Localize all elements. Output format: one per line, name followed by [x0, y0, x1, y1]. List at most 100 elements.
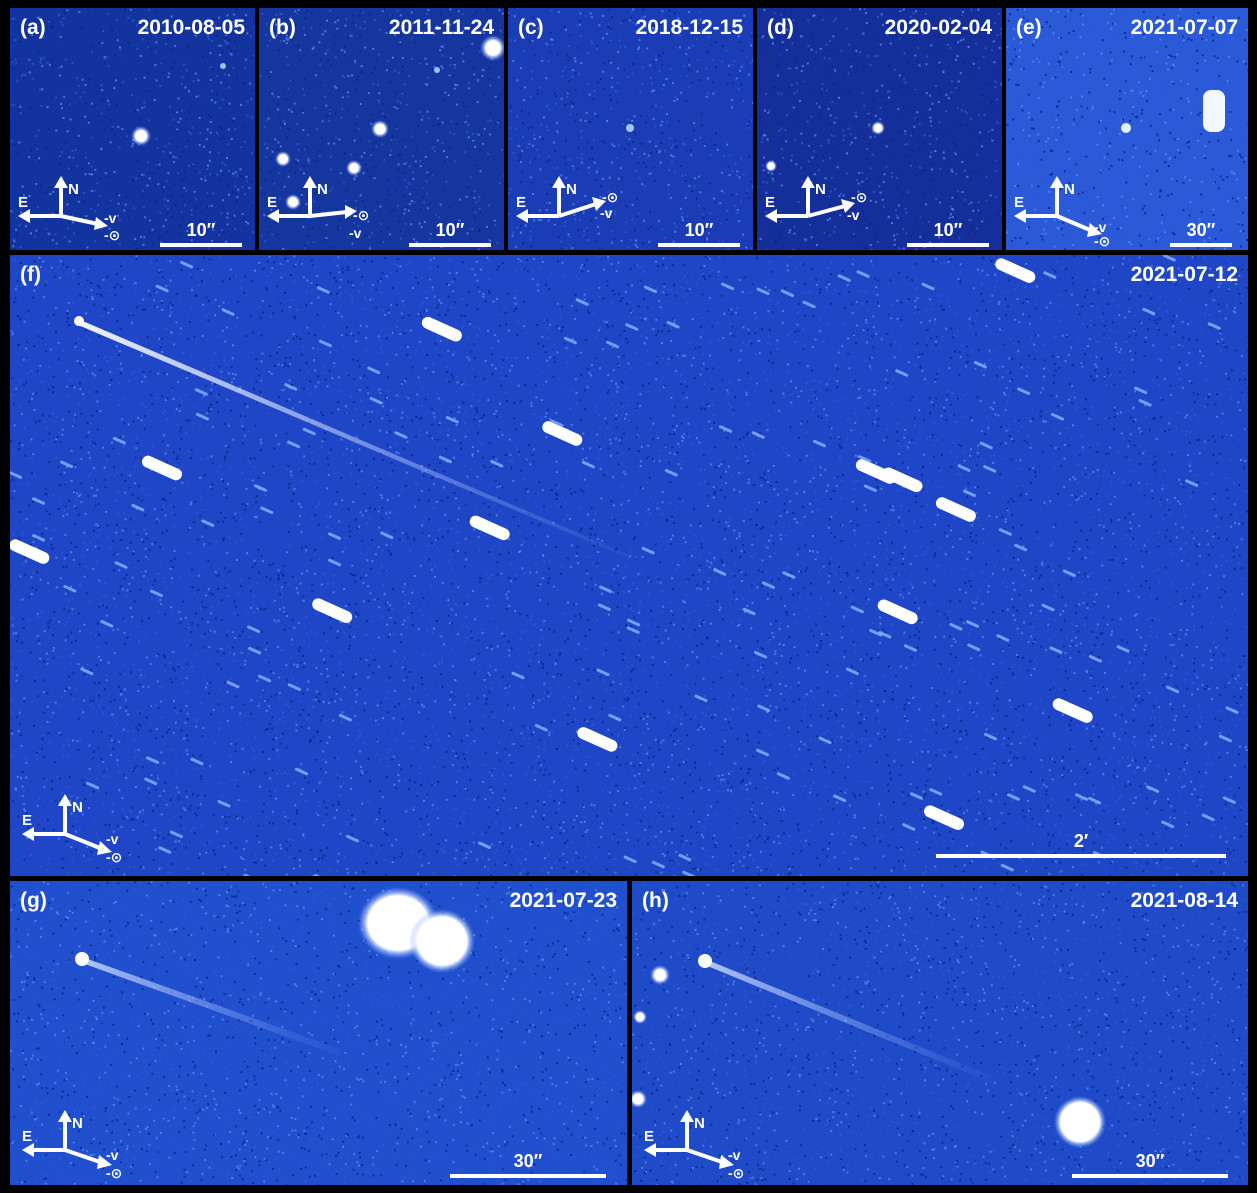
noise-speck — [721, 60, 724, 63]
noise-speck — [418, 336, 421, 339]
noise-speck — [1167, 165, 1170, 167]
noise-speck — [87, 121, 90, 124]
noise-speck — [907, 468, 910, 471]
noise-speck — [1053, 374, 1056, 377]
noise-speck — [78, 10, 81, 13]
noise-speck — [807, 19, 810, 22]
noise-speck — [473, 73, 476, 76]
noise-speck — [474, 211, 477, 214]
noise-speck — [1044, 562, 1047, 565]
noise-speck — [401, 56, 404, 59]
noise-speck — [651, 105, 653, 108]
noise-speck — [538, 24, 541, 27]
noise-speck — [859, 290, 862, 292]
noise-speck — [619, 45, 622, 48]
noise-speck — [762, 35, 765, 38]
noise-speck — [933, 33, 936, 36]
noise-speck — [1032, 577, 1034, 580]
noise-speck — [832, 35, 835, 38]
noise-speck — [563, 695, 566, 698]
noise-speck — [335, 280, 338, 283]
noise-speck — [294, 24, 297, 27]
noise-speck — [263, 214, 266, 217]
noise-speck — [762, 180, 765, 183]
noise-speck — [625, 813, 628, 816]
noise-speck — [455, 225, 458, 228]
noise-speck — [389, 154, 392, 156]
noise-speck — [683, 143, 686, 146]
noise-speck — [170, 194, 173, 197]
noise-speck — [170, 606, 173, 609]
noise-speck — [65, 688, 68, 691]
noise-speck — [262, 267, 265, 270]
noise-speck — [698, 79, 701, 82]
noise-speck — [606, 216, 609, 218]
noise-speck — [810, 236, 813, 239]
noise-speck — [1218, 82, 1221, 85]
noise-speck — [848, 92, 851, 94]
noise-speck — [1080, 39, 1083, 42]
noise-speck — [548, 734, 551, 737]
noise-speck — [465, 105, 468, 108]
noise-speck — [111, 127, 113, 130]
noise-speck — [188, 131, 191, 134]
noise-speck — [617, 841, 620, 844]
noise-speck — [990, 455, 992, 458]
noise-speck — [281, 24, 284, 26]
noise-speck — [121, 797, 124, 800]
noise-speck — [1106, 83, 1109, 86]
noise-speck — [1017, 49, 1020, 52]
noise-speck — [274, 138, 277, 141]
noise-speck — [677, 17, 680, 20]
noise-speck — [96, 182, 99, 185]
noise-speck — [1039, 82, 1042, 85]
noise-speck — [489, 239, 492, 242]
noise-speck — [456, 825, 458, 827]
noise-speck — [1177, 149, 1180, 151]
noise-speck — [461, 13, 464, 16]
noise-speck — [190, 209, 193, 212]
noise-speck — [1198, 220, 1201, 223]
noise-speck — [1232, 172, 1235, 175]
noise-speck — [1013, 48, 1016, 51]
noise-speck — [1048, 207, 1051, 210]
noise-speck — [404, 208, 407, 211]
noise-speck — [1165, 62, 1168, 65]
noise-speck — [1223, 135, 1226, 138]
noise-speck — [471, 42, 474, 45]
noise-speck — [289, 169, 292, 172]
noise-speck — [389, 211, 391, 214]
noise-speck — [854, 533, 857, 536]
noise-speck — [907, 108, 910, 111]
noise-speck — [624, 18, 627, 21]
noise-speck — [93, 189, 96, 192]
noise-speck — [400, 237, 402, 240]
noise-speck — [680, 165, 683, 168]
noise-speck — [1237, 197, 1240, 200]
noise-speck — [235, 846, 238, 849]
noise-speck — [526, 356, 529, 359]
noise-speck — [781, 310, 784, 313]
noise-speck — [1045, 140, 1048, 143]
noise-speck — [336, 27, 339, 30]
noise-speck — [486, 674, 489, 677]
noise-speck — [968, 219, 971, 222]
noise-speck — [642, 298, 645, 301]
noise-speck — [635, 239, 637, 242]
panel-label: (d) — [767, 16, 794, 39]
noise-speck — [392, 755, 395, 758]
noise-speck — [23, 858, 26, 861]
noise-speck — [994, 86, 997, 89]
noise-speck — [600, 78, 603, 80]
noise-speck — [144, 570, 147, 573]
noise-speck — [272, 748, 275, 751]
noise-speck — [386, 376, 389, 379]
noise-speck — [735, 193, 738, 195]
noise-speck — [780, 13, 783, 16]
noise-speck — [927, 220, 930, 223]
noise-speck — [979, 135, 982, 138]
noise-speck — [185, 69, 188, 72]
noise-speck — [617, 463, 620, 466]
noise-speck — [705, 95, 708, 98]
noise-speck — [1092, 784, 1095, 787]
